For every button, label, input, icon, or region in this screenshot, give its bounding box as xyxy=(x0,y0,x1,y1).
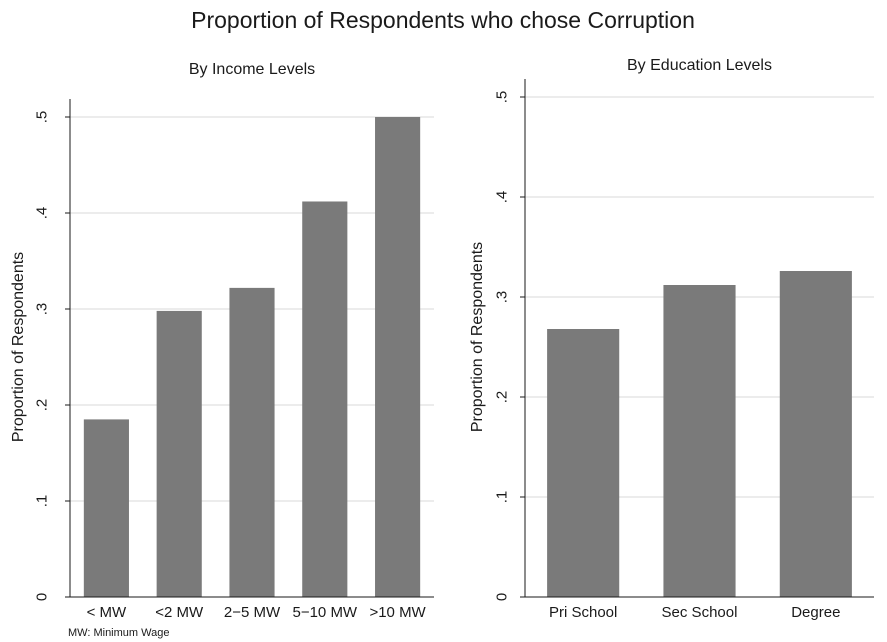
income-chart-title: By Income Levels xyxy=(189,61,315,78)
income-bar xyxy=(302,201,348,598)
income-x-ticks: < MW <2 MW 2−5 MW 5−10 MW >10 MW xyxy=(87,604,427,621)
education-y-tick-label: .1 xyxy=(494,491,511,504)
education-bar xyxy=(547,329,620,597)
education-x-tick-label: Degree xyxy=(791,604,840,621)
education-bar xyxy=(779,271,852,597)
income-bar xyxy=(83,419,129,597)
income-y-tick-label: .4 xyxy=(34,207,51,220)
education-y-tick-label: .5 xyxy=(494,91,511,104)
income-y-tick-label: .2 xyxy=(34,399,51,412)
education-bar xyxy=(663,285,736,597)
education-chart-title: By Education Levels xyxy=(627,57,772,74)
education-x-tick-label: Sec School xyxy=(662,604,738,621)
income-y-tick-label: .5 xyxy=(34,111,51,124)
education-y-axis-label: Proportion of Respondents xyxy=(469,242,486,432)
income-bar xyxy=(229,287,275,597)
education-y-ticks: 0 .1 .2 .3 .4 .5 xyxy=(494,91,525,601)
income-x-tick-label: <2 MW xyxy=(155,604,204,621)
income-bar xyxy=(156,310,202,597)
education-y-tick-label: .2 xyxy=(494,391,511,404)
income-y-tick-label: 0 xyxy=(34,593,51,601)
education-axes xyxy=(524,79,874,598)
income-x-tick-label: 5−10 MW xyxy=(292,604,357,621)
income-y-tick-label: .1 xyxy=(34,495,51,508)
income-axes xyxy=(69,99,434,598)
education-x-tick-label: Pri School xyxy=(549,604,617,621)
income-bar xyxy=(375,117,421,597)
income-x-tick-label: 2−5 MW xyxy=(224,604,281,621)
income-y-ticks: 0 .1 .2 .3 .4 .5 xyxy=(34,111,70,601)
education-x-ticks: Pri School Sec School Degree xyxy=(549,604,840,621)
education-y-tick-label: 0 xyxy=(494,593,511,601)
education-y-tick-label: .3 xyxy=(494,291,511,304)
income-x-tick-label: >10 MW xyxy=(369,604,426,621)
income-chart-panel: By Income Levels Proportion of Responden… xyxy=(10,61,434,621)
education-chart-panel: By Education Levels Proportion of Respon… xyxy=(469,57,874,621)
education-y-tick-label: .4 xyxy=(494,191,511,204)
education-bars xyxy=(547,271,852,597)
income-y-tick-label: .3 xyxy=(34,303,51,316)
income-bars xyxy=(83,117,421,598)
income-y-axis-label: Proportion of Respondents xyxy=(10,252,27,442)
figure-title: Proportion of Respondents who chose Corr… xyxy=(191,7,695,33)
income-x-tick-label: < MW xyxy=(87,604,127,621)
footnote: MW: Minimum Wage xyxy=(68,627,169,639)
